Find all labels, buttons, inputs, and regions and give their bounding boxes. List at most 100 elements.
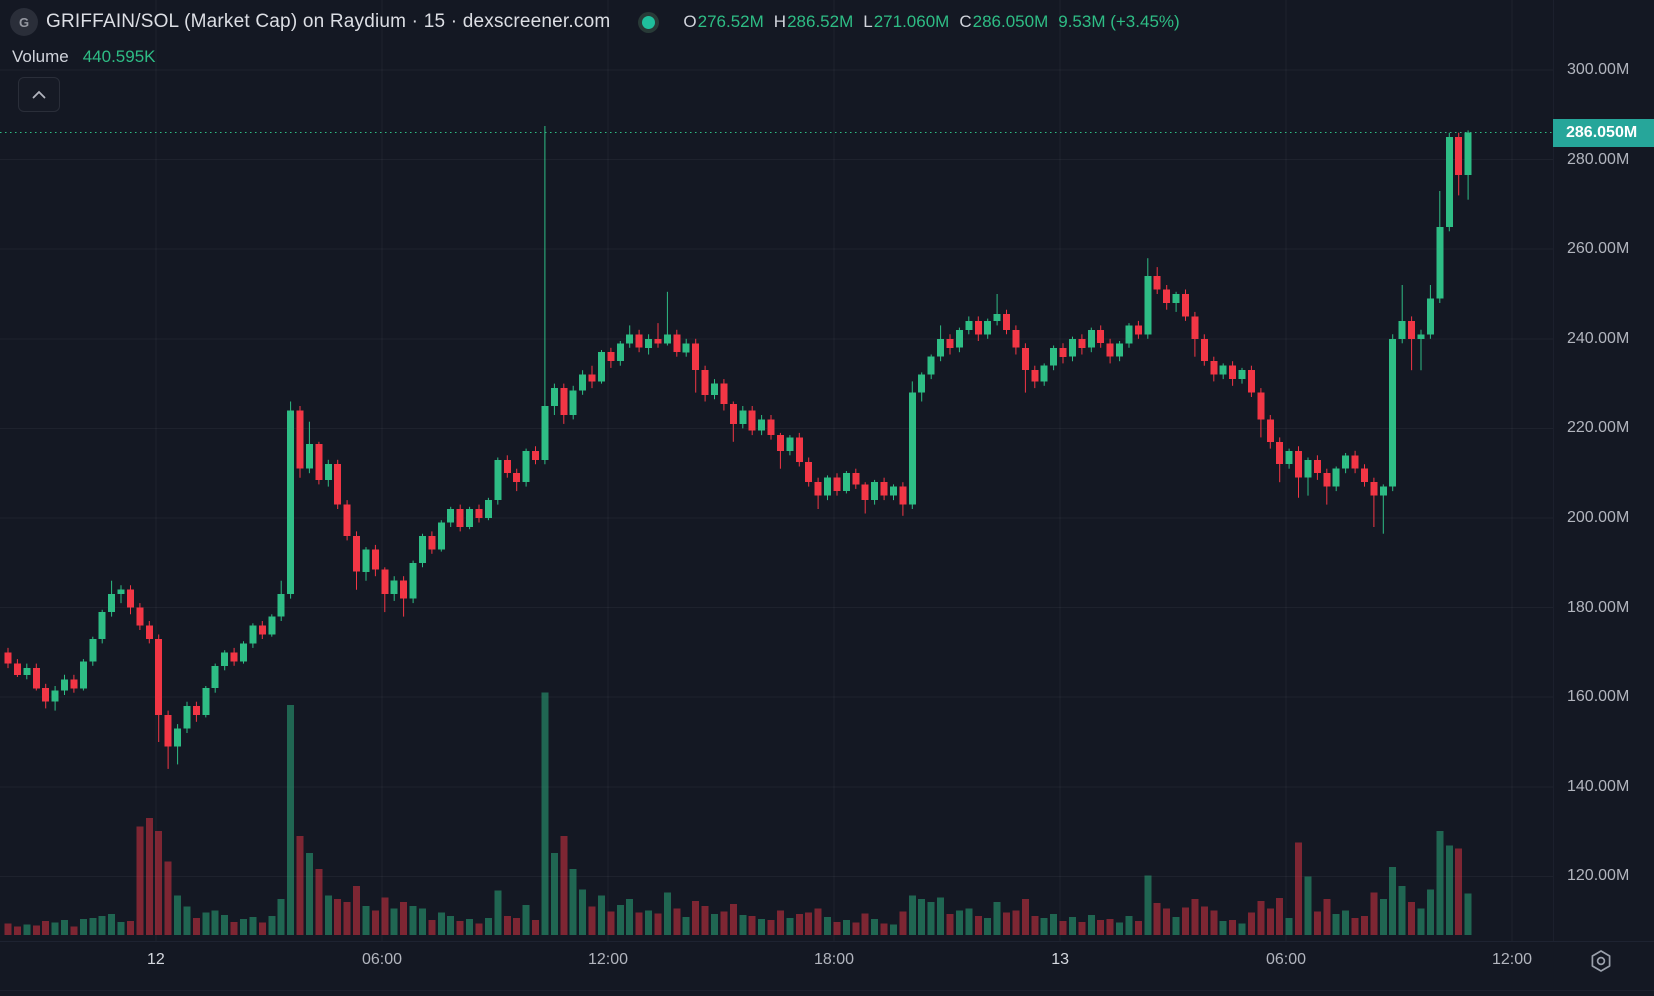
volume-bar — [1361, 916, 1368, 935]
candle-body — [362, 549, 370, 572]
candle-body — [258, 625, 266, 635]
candle-body — [1295, 450, 1302, 478]
volume-bar — [437, 912, 445, 935]
time-tick-label: 18:00 — [813, 951, 855, 968]
candle-body — [1266, 419, 1274, 442]
volume-bar — [532, 919, 539, 935]
volume-bar — [400, 902, 408, 935]
volume-bar — [1069, 917, 1076, 935]
candle-body — [456, 509, 464, 527]
candle-body — [1351, 455, 1359, 469]
volume-bar — [861, 913, 869, 935]
volume-bar — [1106, 919, 1114, 935]
volume-bar — [136, 826, 144, 935]
volume-bar — [984, 918, 992, 935]
candle-body — [315, 444, 323, 480]
volume-bar — [1304, 876, 1312, 935]
volume-bar — [51, 922, 59, 935]
volume-bar — [475, 923, 483, 935]
candle-body — [1389, 338, 1397, 487]
volume-bar — [1021, 899, 1029, 935]
volume-bar — [927, 902, 935, 935]
volume-bar — [1191, 899, 1199, 935]
volume-bar — [1097, 919, 1105, 935]
candle-body — [711, 383, 718, 395]
volume-bar — [61, 919, 68, 935]
volume-bar — [334, 899, 342, 935]
price-tick-label: 280.00M — [1567, 150, 1630, 168]
candle-body — [871, 482, 879, 501]
candle-body — [758, 419, 766, 431]
volume-bar — [419, 908, 426, 935]
candle-body — [776, 435, 784, 451]
volume-bar — [871, 919, 879, 935]
axis-settings-gear-icon[interactable] — [1588, 948, 1614, 974]
candle-body — [98, 612, 106, 639]
candle-body — [240, 643, 247, 662]
candle-body — [324, 464, 332, 480]
volume-bar — [1417, 908, 1425, 935]
volume-bar — [484, 918, 492, 935]
volume-bar — [607, 911, 615, 935]
candle-body — [51, 690, 59, 702]
volume-bar — [1389, 867, 1397, 935]
candle-body — [381, 569, 389, 595]
candle-body — [305, 444, 313, 469]
candle-body — [532, 450, 539, 460]
volume-bar — [70, 926, 78, 935]
candle-body — [494, 459, 502, 501]
candle-body — [428, 535, 436, 550]
candle-body — [192, 706, 200, 716]
candle-body — [136, 607, 144, 626]
time-axis[interactable]: 12 06:00 12:00 18:00 13 06:00 12:00 — [0, 941, 1553, 996]
candle-body — [598, 352, 605, 382]
volume-bar — [955, 910, 963, 935]
candle-body — [1323, 473, 1331, 487]
volume-bar — [268, 916, 276, 935]
price-axis[interactable]: 286.050M 300.00M 280.00M 260.00M 240.00M 220… — [1553, 0, 1654, 941]
candle-body — [786, 437, 794, 451]
volume-bar — [494, 890, 502, 935]
volume-bar — [296, 835, 304, 935]
candle-body — [993, 314, 1001, 321]
time-tick-label: 12 — [146, 951, 165, 968]
collapse-legend-button[interactable] — [18, 77, 60, 112]
candle-body — [767, 419, 775, 436]
volume-bar — [560, 835, 568, 935]
change-value: 9.53M (+3.45%) — [1058, 12, 1180, 31]
volume-bar — [1012, 910, 1020, 935]
candle-body — [1163, 289, 1171, 303]
candle-body — [890, 486, 897, 496]
volume-bar — [202, 912, 210, 935]
volume-bar — [522, 904, 530, 935]
candle-body — [1144, 276, 1152, 335]
candle-body — [682, 343, 690, 353]
candle-body — [1069, 338, 1076, 357]
volume-bar — [1351, 918, 1359, 935]
candle-body — [1134, 325, 1142, 335]
candle-body — [1219, 365, 1227, 375]
volume-bar — [371, 910, 379, 935]
candle-body — [852, 473, 860, 485]
volume-bar — [965, 908, 973, 935]
candle-body — [1229, 365, 1237, 380]
volume-bar — [1247, 912, 1255, 935]
candle-body — [4, 652, 12, 664]
volume-bar — [692, 901, 700, 935]
candle-body — [1417, 334, 1425, 339]
volume-bar — [145, 818, 153, 935]
candle-body — [89, 639, 97, 662]
candle-body — [1370, 482, 1378, 496]
candle-body — [814, 482, 822, 496]
candle-body — [1332, 468, 1340, 487]
chart-title[interactable]: GRIFFAIN/SOL (Market Cap) on Raydium · 1… — [46, 11, 611, 32]
candle-body — [1257, 392, 1265, 420]
candle-body — [287, 410, 295, 595]
volume-bar — [456, 920, 464, 935]
volume-bar — [1426, 889, 1434, 935]
candle-body — [1398, 320, 1406, 339]
volume-bar — [324, 895, 332, 935]
candle-body — [513, 473, 521, 483]
